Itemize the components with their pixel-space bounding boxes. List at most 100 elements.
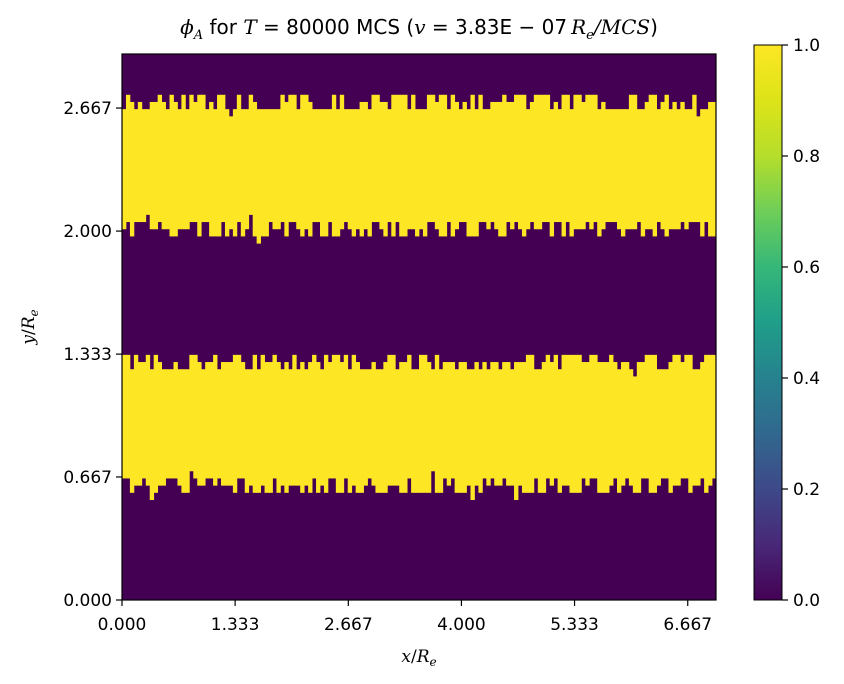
heatmap-cell xyxy=(323,109,329,237)
heatmap-cell xyxy=(256,369,261,493)
colorbar-tick-label: 0.4 xyxy=(793,369,820,389)
heatmap-cell xyxy=(537,94,543,230)
heatmap-cell xyxy=(636,362,642,493)
heatmap-cell xyxy=(395,369,400,486)
heatmap-cell xyxy=(470,369,475,500)
heatmap-cell xyxy=(355,109,360,230)
heatmap-cell xyxy=(454,101,459,230)
heatmap-cell xyxy=(205,362,210,479)
heatmap-cell xyxy=(462,362,467,493)
heatmap-cell xyxy=(347,109,353,230)
heatmap-cell xyxy=(617,109,622,230)
heatmap-cell xyxy=(644,354,650,479)
heatmap-cell xyxy=(684,109,689,230)
heatmap-cell xyxy=(482,109,487,223)
heatmap-cell xyxy=(525,354,531,493)
heatmap-cell xyxy=(510,101,515,230)
heatmap-cell xyxy=(399,362,404,493)
heatmap-cell xyxy=(529,354,535,493)
heatmap-cell xyxy=(446,109,452,223)
heatmap-cell xyxy=(280,369,285,486)
heatmap-cell xyxy=(399,94,404,237)
heatmap-cell xyxy=(462,101,467,223)
heatmap-cell xyxy=(268,362,273,493)
heatmap-cell xyxy=(640,362,646,479)
heatmap-cell xyxy=(454,369,459,493)
heatmap-cell xyxy=(541,94,547,223)
heatmap-cell xyxy=(240,362,246,479)
heatmap-cell xyxy=(704,109,709,223)
heatmap-cell xyxy=(450,362,456,479)
heatmap-cell xyxy=(213,354,218,486)
heatmap-cell xyxy=(502,362,507,479)
heatmap-cell xyxy=(668,362,673,493)
heatmap-cell xyxy=(331,354,337,479)
heatmap-cell xyxy=(585,94,590,223)
heatmap-cell xyxy=(565,354,570,486)
heatmap-cell xyxy=(304,94,309,230)
heatmap-cell xyxy=(498,101,503,237)
heatmap-cell xyxy=(316,362,321,493)
heatmap-cell xyxy=(521,362,527,493)
heatmap-cell xyxy=(668,109,673,230)
heatmap-cell xyxy=(652,94,657,237)
heatmap-cell xyxy=(129,369,135,493)
heatmap-cell xyxy=(137,362,143,486)
y-tick-label: 2.000 xyxy=(63,222,112,242)
heatmap-cell xyxy=(276,109,281,230)
x-tick-label: 0.000 xyxy=(98,615,147,635)
heatmap-cell xyxy=(228,362,234,486)
heatmap-cell xyxy=(613,109,618,223)
heatmap-cell xyxy=(510,369,515,486)
heatmap-cell xyxy=(490,362,495,479)
heatmap-cell xyxy=(185,369,190,493)
x-tick-label: 1.333 xyxy=(211,615,260,635)
heatmap-cell xyxy=(169,369,174,479)
heatmap-cell xyxy=(688,109,693,223)
heatmap-cell xyxy=(173,362,178,479)
heatmap-cell xyxy=(149,101,155,230)
heatmap-cell xyxy=(545,94,551,223)
colorbar-tick-label: 0.0 xyxy=(793,591,820,611)
heatmap-cell xyxy=(561,94,566,237)
heatmap-cell xyxy=(442,362,448,479)
heatmap-cell xyxy=(379,369,384,493)
heatmap-cell xyxy=(173,101,178,237)
heatmap-cell xyxy=(244,109,250,230)
heatmap-cell xyxy=(561,354,566,486)
heatmap-cell xyxy=(533,369,539,479)
heatmap-cell xyxy=(407,354,412,479)
heatmap-cell xyxy=(323,354,329,493)
heatmap-cell xyxy=(632,376,638,493)
heatmap-cell xyxy=(248,94,254,215)
heatmap-cell xyxy=(240,109,246,237)
x-axis: 0.000 1.333 2.667 4.000 5.333 6.667 xyxy=(98,600,712,635)
heatmap-cell xyxy=(391,354,396,486)
x-tick-label: 5.333 xyxy=(550,615,599,635)
heatmap-cell xyxy=(252,354,258,493)
heatmap-cell xyxy=(197,94,202,237)
heatmap-cell xyxy=(573,94,578,230)
heatmap-cell xyxy=(244,369,250,493)
heatmap-cell xyxy=(391,94,396,237)
heatmap-cell xyxy=(518,94,523,230)
heatmap-cell xyxy=(482,362,487,479)
heatmap-cell xyxy=(300,94,305,237)
heatmap-cell xyxy=(450,94,456,237)
heatmap-cell xyxy=(359,369,364,493)
heatmap-cell xyxy=(335,354,341,493)
heatmap-cell xyxy=(403,362,408,493)
heatmap-cell xyxy=(221,94,226,223)
heatmap-cell xyxy=(708,354,713,486)
heatmap-cell xyxy=(545,354,551,479)
heatmap-cell xyxy=(347,369,353,493)
heatmap-cell xyxy=(177,369,182,486)
heatmap-cell xyxy=(161,369,166,486)
heatmap-cell xyxy=(217,94,222,237)
heatmap-cell xyxy=(217,369,222,479)
heatmap-cell xyxy=(609,109,614,223)
heatmap-cell xyxy=(696,369,701,486)
heatmap-cell xyxy=(676,354,681,486)
heatmap-cell xyxy=(688,354,693,493)
heatmap-cell xyxy=(320,109,325,237)
